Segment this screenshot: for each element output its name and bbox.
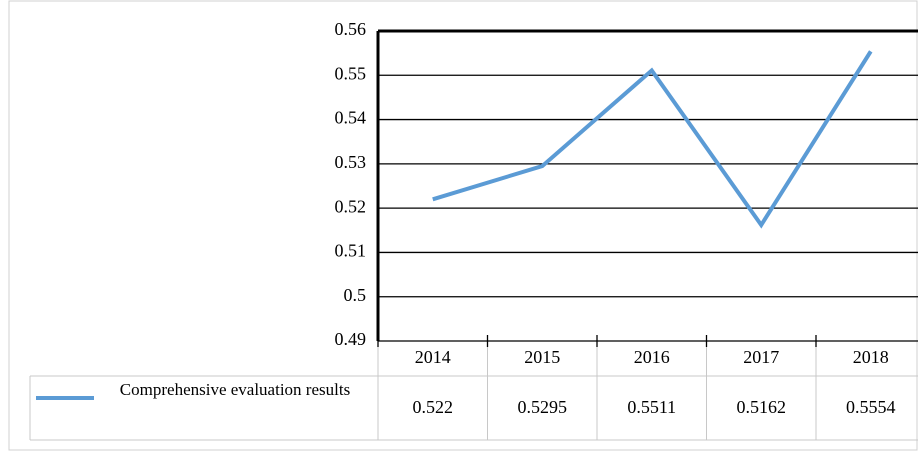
y-tick-label: 0.53 xyxy=(335,152,367,172)
y-tick-label: 0.54 xyxy=(335,108,367,128)
table-value: 0.5511 xyxy=(627,397,676,417)
table-value: 0.522 xyxy=(413,397,454,417)
y-tick-label: 0.5 xyxy=(344,285,367,305)
x-tick-label: 2018 xyxy=(853,347,889,367)
y-tick-label: 0.55 xyxy=(335,63,367,83)
x-tick-label: 2016 xyxy=(634,347,670,367)
table-value: 0.5162 xyxy=(737,397,787,417)
x-tick-label: 2017 xyxy=(743,347,779,367)
legend-cell: Comprehensive evaluation results xyxy=(119,380,351,399)
legend-label: Comprehensive evaluation results xyxy=(119,380,351,399)
table-value: 0.5554 xyxy=(846,397,896,417)
y-tick-label: 0.51 xyxy=(335,241,367,261)
table-value: 0.5295 xyxy=(518,397,568,417)
y-tick-label: 0.49 xyxy=(335,329,367,349)
series-line xyxy=(432,50,873,229)
y-tick-label: 0.56 xyxy=(335,19,367,39)
x-tick-label: 2015 xyxy=(524,347,560,367)
y-tick-label: 0.52 xyxy=(335,196,367,216)
x-tick-label: 2014 xyxy=(415,347,451,367)
